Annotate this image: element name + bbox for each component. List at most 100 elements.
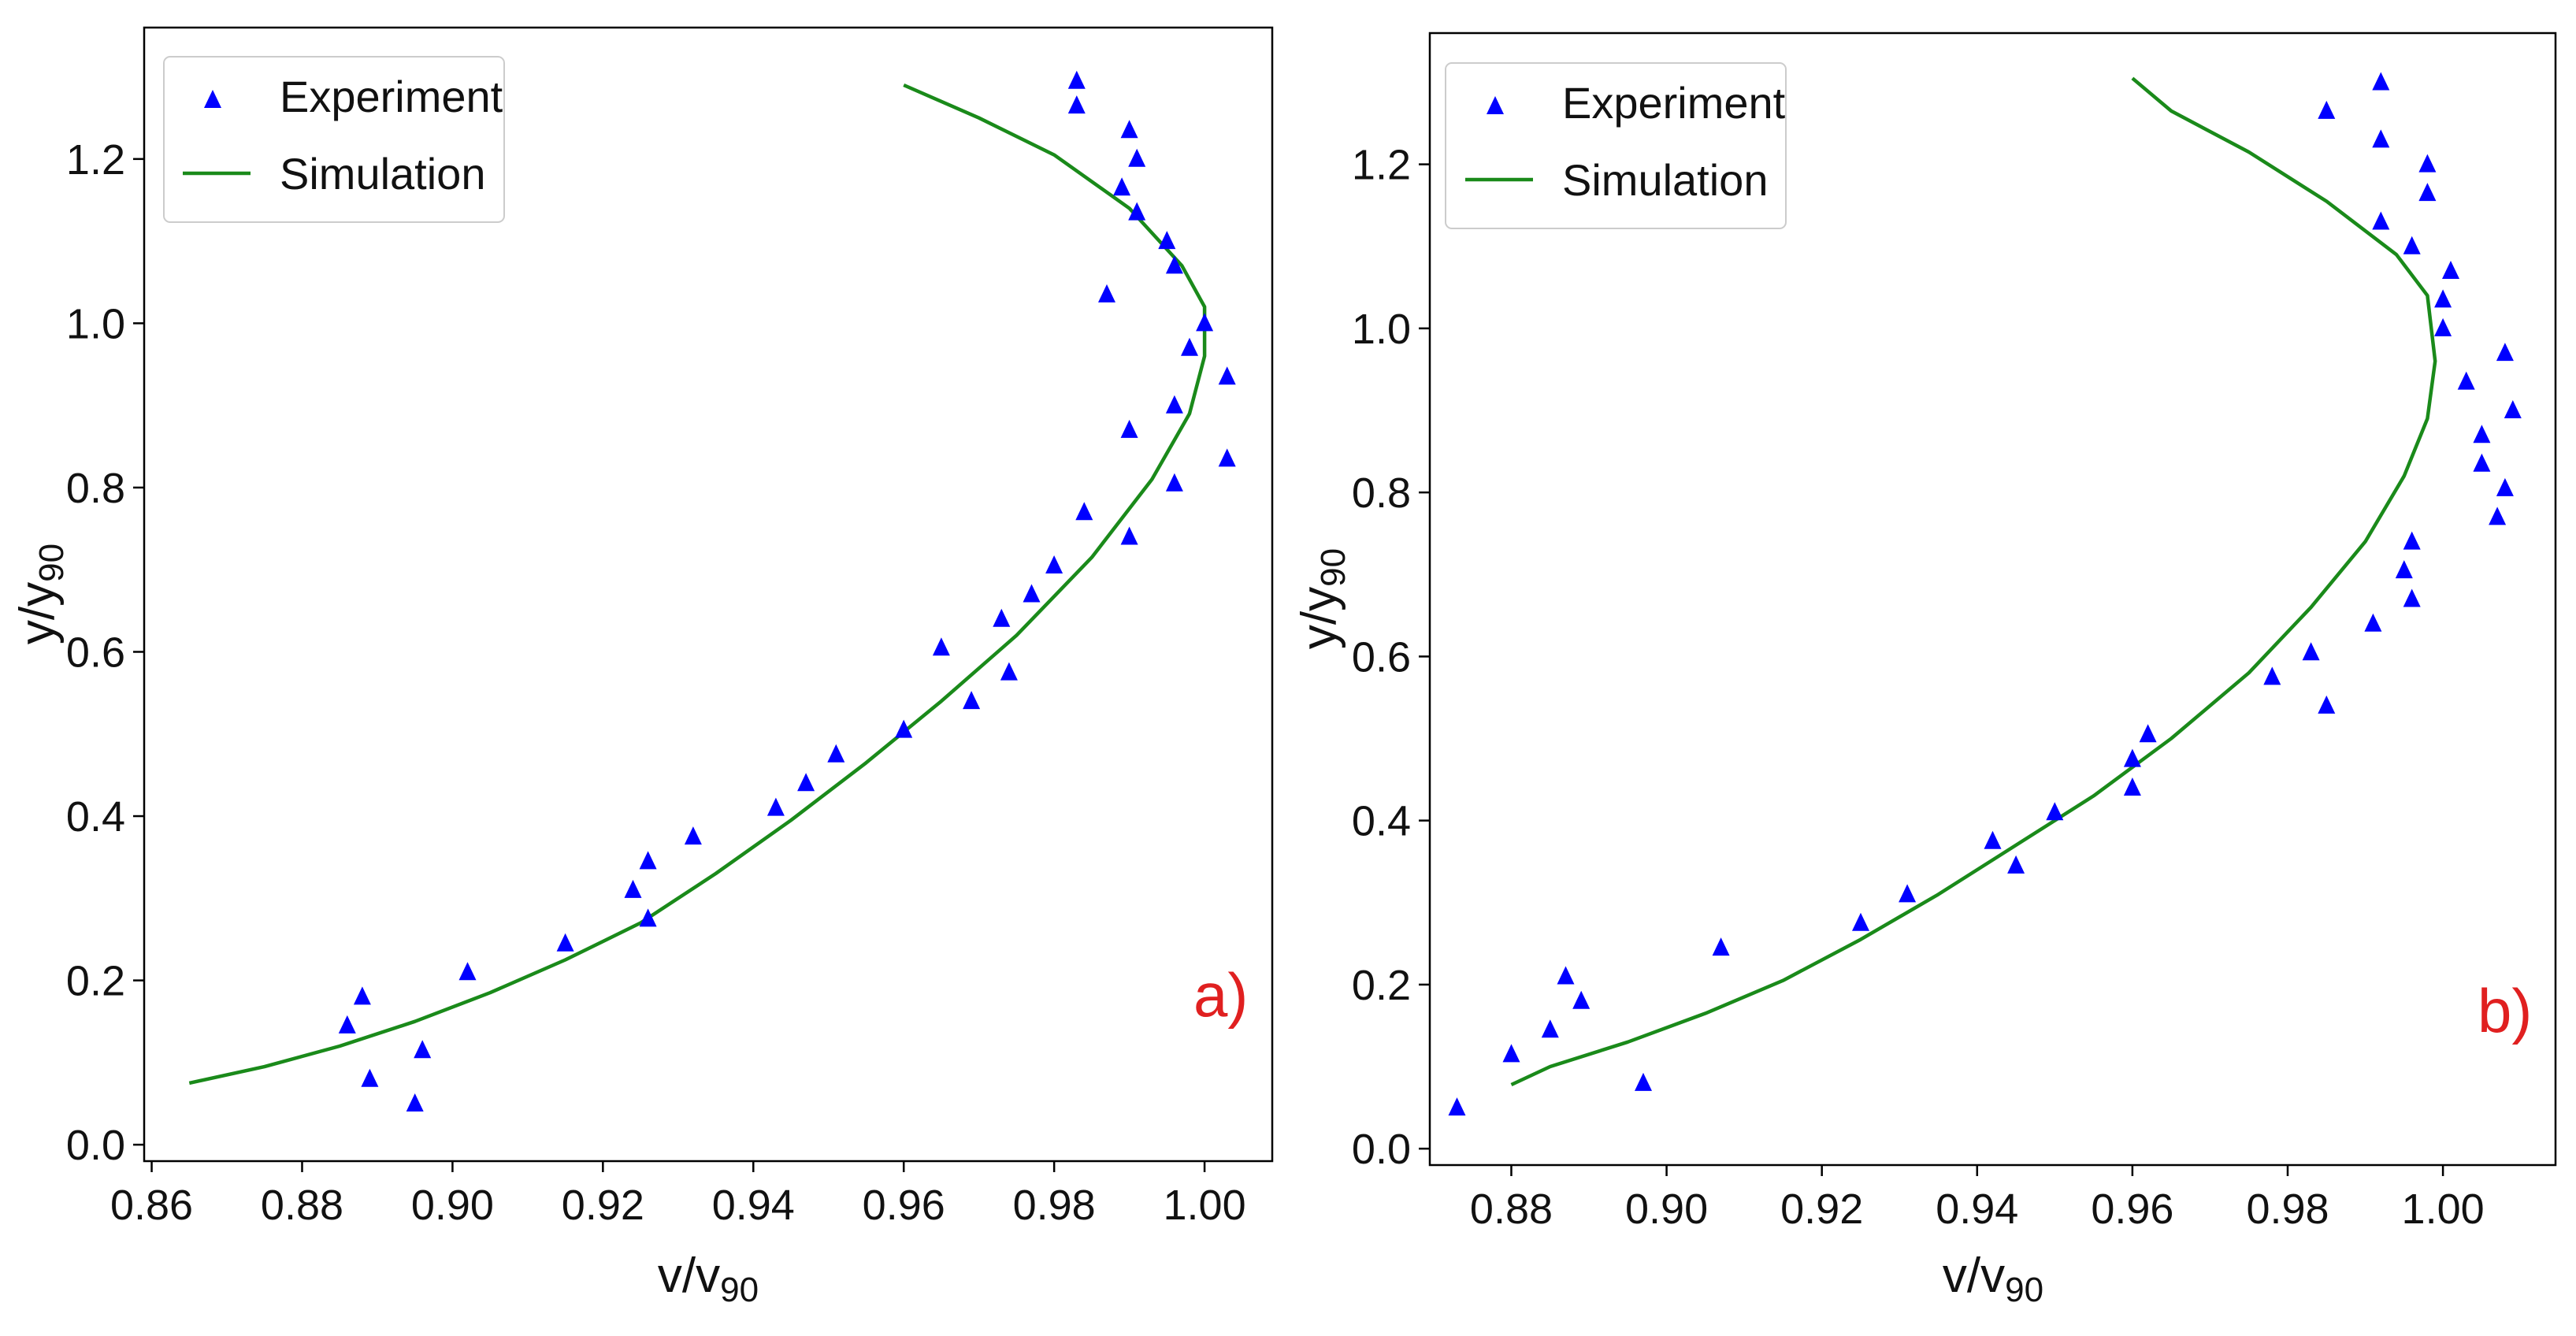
experiment-point xyxy=(2442,261,2459,279)
experiment-point xyxy=(932,637,950,656)
experiment-point xyxy=(2457,371,2475,390)
experiment-point xyxy=(1113,177,1131,196)
x-tick-label: 0.90 xyxy=(411,1182,494,1229)
experiment-point xyxy=(2046,802,2064,821)
experiment-point xyxy=(406,1093,424,1111)
simulation-curve xyxy=(188,83,1207,1086)
experiment-point xyxy=(1712,937,1730,956)
experiment-point xyxy=(1158,231,1176,250)
legend-simulation-label: Simulation xyxy=(1562,155,1768,205)
y-tick-label: 0.6 xyxy=(66,629,125,676)
x-tick-label: 0.86 xyxy=(110,1182,193,1229)
x-axis-label: v/v90 xyxy=(1943,1249,2043,1309)
y-tick-label: 0.4 xyxy=(66,793,125,841)
y-tick-label: 0.8 xyxy=(66,465,125,512)
y-tick-label: 0.2 xyxy=(1352,962,1411,1009)
experiment-point xyxy=(963,691,981,710)
x-tick-label: 0.96 xyxy=(863,1182,945,1229)
experiment-point xyxy=(1098,284,1115,302)
experiment-point xyxy=(1067,70,1086,89)
experiment-point xyxy=(1448,1097,1466,1116)
experiment-point xyxy=(556,933,574,952)
experiment-point xyxy=(2395,560,2413,579)
y-tick-label: 0.4 xyxy=(1352,798,1411,845)
experiment-point xyxy=(1899,884,1917,903)
experiment-point xyxy=(766,797,785,816)
experiment-point xyxy=(2302,642,2320,661)
experiment-point xyxy=(2403,588,2421,607)
experiment-point xyxy=(797,773,815,792)
experiment-point xyxy=(2434,289,2452,308)
experiment-point xyxy=(353,986,371,1005)
experiment-point xyxy=(458,962,477,981)
experiment-point xyxy=(1218,448,1236,467)
experiment-point xyxy=(2123,777,2141,796)
experiment-point xyxy=(639,908,657,927)
experiment-point xyxy=(684,826,702,845)
experiment-point xyxy=(2403,236,2421,254)
experiment-point xyxy=(2403,531,2421,550)
experiment-point xyxy=(2007,855,2025,874)
y-tick-label: 0.2 xyxy=(66,958,125,1005)
x-tick-label: 0.88 xyxy=(261,1182,343,1229)
plot-frame xyxy=(1428,32,2557,1167)
experiment-point xyxy=(1181,337,1198,356)
y-tick-label: 0.8 xyxy=(1352,469,1411,517)
y-axis-ticks: 0.0 0.2 0.4 0.6 0.8 1.0 1.2 xyxy=(66,136,144,1169)
x-tick-label: 0.90 xyxy=(1625,1186,1708,1233)
y-axis-label: y/y90 xyxy=(1292,548,1353,649)
plot-frame xyxy=(143,26,1274,1163)
experiment-point xyxy=(2489,507,2507,525)
experiment-point xyxy=(2473,453,2491,472)
experiment-point xyxy=(827,744,845,763)
x-axis-ticks: 0.88 0.90 0.92 0.94 0.96 0.98 1.00 xyxy=(1470,1165,2485,1233)
simulation-line xyxy=(1510,76,2437,1087)
experiment-point xyxy=(1165,395,1183,414)
experiment-point xyxy=(1075,502,1093,521)
simulation-line xyxy=(188,83,1207,1086)
experiment-point xyxy=(1165,473,1183,492)
experiment-point xyxy=(2372,211,2390,230)
experiment-point xyxy=(1502,1044,1520,1063)
y-tick-label: 1.2 xyxy=(66,136,125,184)
x-tick-label: 0.98 xyxy=(2246,1186,2329,1233)
experiment-point xyxy=(2496,477,2514,496)
legend-experiment-label: Experiment xyxy=(1562,78,1786,128)
experiment-point xyxy=(338,1015,356,1034)
experiment-point xyxy=(1045,555,1063,573)
x-tick-label: 1.00 xyxy=(1164,1182,1246,1229)
experiment-point xyxy=(2473,425,2491,443)
x-axis-label: v/v90 xyxy=(658,1249,759,1309)
experiment-point xyxy=(2372,129,2390,148)
legend-box xyxy=(1445,62,1787,229)
x-tick-label: 0.92 xyxy=(562,1182,644,1229)
x-tick-label: 0.94 xyxy=(712,1182,795,1229)
legend: Experiment Simulation xyxy=(1445,62,1787,229)
experiment-point xyxy=(2372,72,2390,91)
x-tick-label: 0.94 xyxy=(1936,1186,2018,1233)
experiment-point xyxy=(2496,343,2514,362)
y-axis-label: y/y90 xyxy=(10,544,71,644)
experiment-point xyxy=(1023,584,1041,603)
experiment-point xyxy=(639,851,657,870)
experiment-point xyxy=(1557,966,1575,985)
experiment-point xyxy=(1572,990,1591,1009)
legend-box xyxy=(163,56,505,223)
experiment-point xyxy=(361,1068,379,1087)
experiment-point xyxy=(1128,148,1146,167)
y-tick-label: 1.0 xyxy=(1352,306,1411,353)
experiment-point xyxy=(1635,1072,1652,1091)
experiment-point xyxy=(2263,666,2281,685)
y-tick-label: 0.0 xyxy=(66,1122,125,1169)
y-axis-ticks: 0.0 0.2 0.4 0.6 0.8 1.0 1.2 xyxy=(1352,142,1430,1173)
legend: Experiment Simulation xyxy=(163,56,505,223)
experiment-point xyxy=(2434,317,2452,336)
y-tick-label: 1.2 xyxy=(1352,142,1411,189)
experiment-point xyxy=(414,1040,432,1059)
x-tick-label: 1.00 xyxy=(2402,1186,2485,1233)
experiment-point xyxy=(993,608,1011,627)
legend-experiment-label: Experiment xyxy=(280,72,503,121)
experiment-point xyxy=(1128,202,1146,221)
experiment-point xyxy=(2504,400,2522,418)
